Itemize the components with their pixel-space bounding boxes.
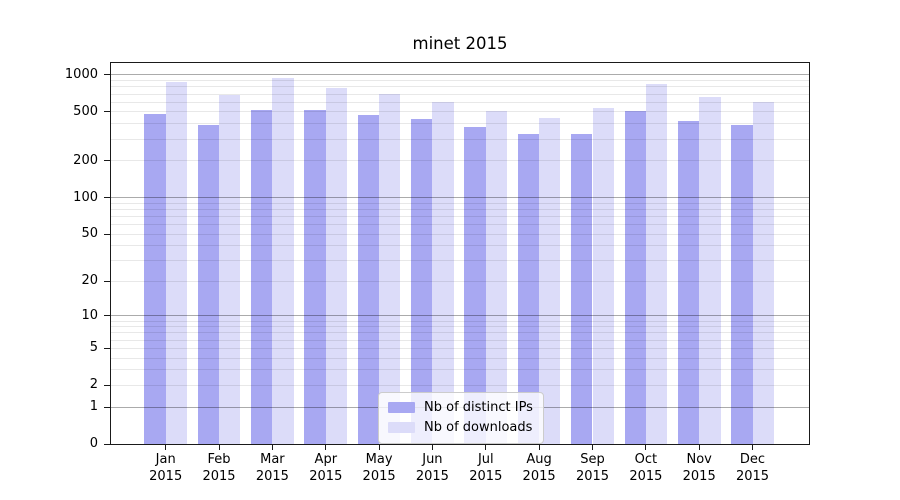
y-tick-label: 50 (81, 226, 98, 241)
bar-downloads-aug (539, 118, 561, 444)
y-tick-mark (104, 160, 111, 162)
chart-title: minet 2015 (412, 34, 508, 53)
x-tick-label-mar: Mar 2015 (255, 452, 289, 484)
x-tick-mark (271, 445, 273, 450)
bar-downloads-jan (165, 81, 188, 444)
x-tick-mark (645, 445, 647, 450)
y-tick-label: 500 (73, 103, 98, 119)
x-tick-label-jul: Jul 2015 (469, 452, 503, 484)
bar-distinct-ips-mar (251, 110, 273, 444)
legend: Nb of distinct IPs Nb of downloads (378, 392, 544, 444)
legend-swatch-distinct-ips (388, 402, 415, 413)
x-tick-label-jun: Jun 2015 (415, 452, 449, 484)
y-tick-mark (104, 280, 111, 282)
legend-label-distinct-ips: Nb of distinct IPs (424, 400, 533, 415)
bar-distinct-ips-jan (144, 114, 166, 444)
y-tick-label: 20 (81, 273, 98, 289)
bar-downloads-apr (325, 87, 348, 444)
x-tick-mark (165, 445, 167, 450)
x-tick-label-aug: Aug 2015 (522, 452, 556, 484)
bar-downloads-mar (272, 78, 294, 444)
y-tick-label: 10 (81, 307, 98, 323)
x-tick-label-jan: Jan 2015 (149, 452, 183, 484)
bar-distinct-ips-dec (731, 125, 753, 444)
y-tick-mark (104, 384, 111, 386)
x-tick-label-may: May 2015 (362, 452, 396, 484)
bar-downloads-sep (592, 108, 614, 444)
x-tick-label-dec: Dec 2015 (735, 452, 770, 484)
x-tick-label-sep: Sep 2015 (575, 452, 610, 484)
y-tick-label: 100 (73, 189, 98, 205)
y-tick-label: 1 (89, 399, 98, 414)
bar-downloads-oct (645, 83, 668, 444)
legend-item-distinct-ips: Nb of distinct IPs (388, 399, 533, 416)
y-tick-label: 5 (89, 340, 98, 356)
y-tick-label: 2 (89, 377, 98, 393)
bar-downloads-may (379, 93, 401, 444)
bar-distinct-ips-feb (197, 124, 220, 444)
x-tick-label-nov: Nov 2015 (682, 452, 716, 484)
y-tick-label: 1000 (64, 66, 98, 82)
x-tick-mark (378, 445, 380, 450)
x-tick-mark (752, 445, 753, 450)
bar-distinct-ips-aug (517, 134, 540, 444)
x-tick-mark (698, 445, 700, 450)
bars-layer (111, 63, 809, 444)
bar-downloads-jun (432, 102, 454, 444)
y-tick-label: 0 (89, 436, 98, 451)
bar-downloads-dec (752, 102, 774, 444)
y-tick-mark (104, 315, 111, 317)
x-tick-mark (431, 445, 433, 450)
bar-distinct-ips-apr (304, 110, 326, 444)
bar-downloads-jul (485, 111, 508, 444)
legend-swatch-downloads (388, 422, 415, 433)
y-tick-mark (104, 406, 111, 408)
plot-area: Nb of distinct IPs Nb of downloads (110, 62, 810, 445)
bar-distinct-ips-oct (624, 111, 646, 444)
y-tick-mark (104, 443, 111, 445)
x-tick-label-apr: Apr 2015 (309, 452, 343, 484)
x-tick-label-oct: Oct 2015 (629, 452, 663, 484)
x-tick-mark (218, 445, 220, 450)
y-tick-label: 200 (73, 152, 98, 168)
bar-distinct-ips-jul (464, 127, 486, 444)
bar-distinct-ips-may (357, 114, 380, 444)
bar-downloads-feb (219, 94, 241, 444)
bar-distinct-ips-sep (571, 134, 593, 444)
legend-item-downloads: Nb of downloads (388, 419, 533, 436)
x-tick-mark (485, 445, 487, 450)
y-tick-mark (104, 347, 111, 349)
x-tick-mark (538, 445, 540, 450)
x-tick-mark (325, 445, 327, 450)
x-tick-mark (592, 445, 593, 450)
bar-downloads-nov (699, 97, 721, 444)
y-tick-mark (104, 74, 111, 76)
bar-distinct-ips-nov (677, 120, 700, 444)
y-tick-mark (104, 233, 111, 235)
y-tick-mark (104, 197, 111, 198)
y-tick-mark (104, 111, 111, 113)
bar-distinct-ips-jun (411, 118, 433, 444)
x-tick-label-feb: Feb 2015 (202, 452, 236, 484)
legend-label-downloads: Nb of downloads (424, 420, 533, 435)
